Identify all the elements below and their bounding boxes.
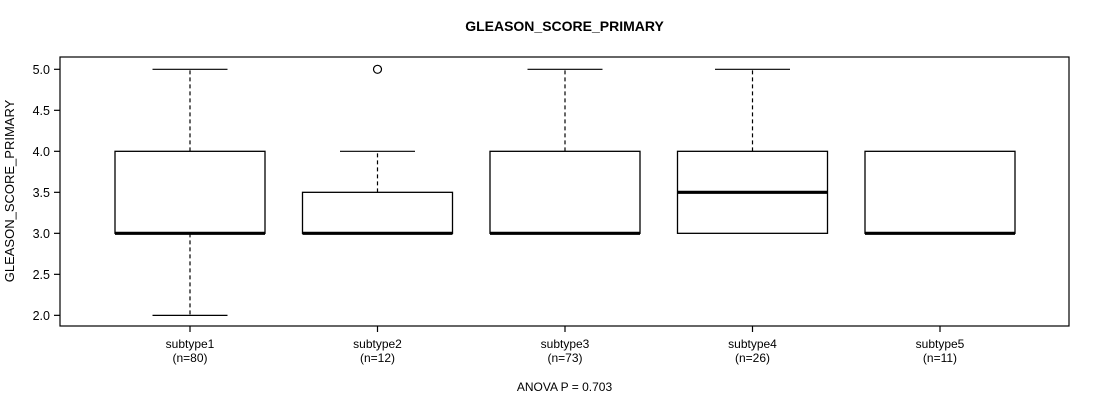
y-tick-label: 4.5 (33, 104, 50, 118)
y-tick-label: 3.5 (33, 186, 50, 200)
category-label: subtype5 (916, 337, 965, 351)
chart-title: GLEASON_SCORE_PRIMARY (465, 18, 664, 34)
y-axis-label: GLEASON_SCORE_PRIMARY (2, 99, 17, 282)
plot-area: 2.0 2.5 3.0 3.5 4.0 4.5 5.0 subtype1(n=80) subty… (33, 56, 1070, 365)
y-tick-label: 3.0 (33, 227, 50, 241)
category-n-label: (n=73) (547, 351, 582, 365)
iqr-box-subtype2 (301, 191, 454, 234)
category-label: subtype3 (541, 337, 590, 351)
y-tick-label: 2.0 (33, 309, 50, 323)
category-label: subtype4 (728, 337, 777, 351)
anova-p-label: ANOVA P = 0.703 (517, 380, 613, 394)
category-n-label: (n=26) (735, 351, 770, 365)
category-n-label: (n=80) (172, 351, 207, 365)
iqr-box-subtype3 (489, 150, 641, 234)
category-label: subtype1 (166, 337, 215, 351)
category-label: subtype2 (353, 337, 402, 351)
iqr-box-subtype5 (864, 150, 1016, 234)
y-tick-label: 2.5 (33, 268, 50, 282)
outlier-point (372, 64, 383, 74)
iqr-box-subtype1 (114, 150, 266, 234)
y-tick-label: 5.0 (33, 63, 50, 77)
category-n-label: (n=11) (923, 351, 957, 365)
category-n-label: (n=12) (360, 351, 395, 365)
y-tick-label: 4.0 (33, 145, 50, 159)
